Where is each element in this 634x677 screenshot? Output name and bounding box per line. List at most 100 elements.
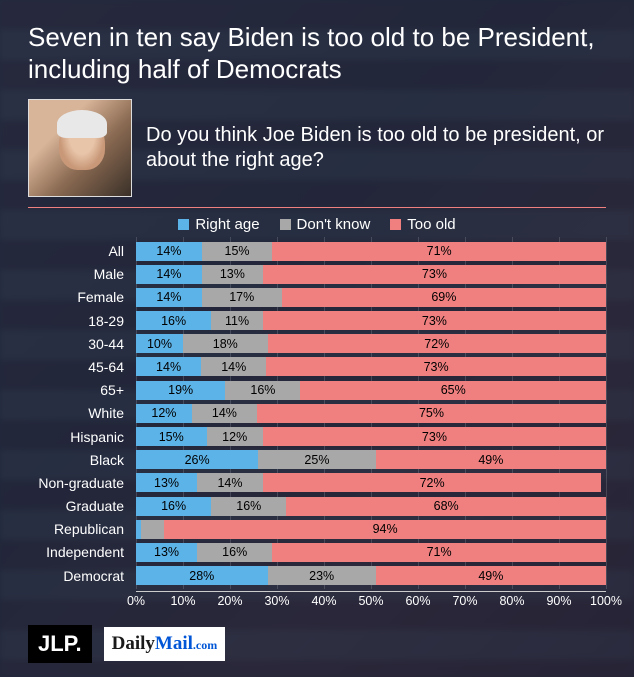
bar-segment-right-age: 14%: [136, 288, 202, 307]
axis-line: [136, 591, 606, 592]
bar-segment-dont-know: 14%: [197, 473, 263, 492]
row-label: Democrat: [28, 568, 130, 584]
bar-segment-too-old: 73%: [263, 427, 606, 446]
bar-segment-too-old: 73%: [263, 311, 606, 330]
bar-stack: 13%14%72%: [136, 473, 606, 492]
bar-segment-right-age: 12%: [136, 404, 192, 423]
biden-photo: [28, 99, 132, 197]
bar-segment-too-old: 75%: [257, 404, 606, 423]
bar-segment-right-age: 26%: [136, 450, 258, 469]
bar-segment-too-old: 72%: [268, 334, 606, 353]
bar-segment-too-old: 71%: [272, 242, 606, 261]
row-label: White: [28, 405, 130, 421]
chart-row: Non-graduate13%14%72%: [136, 471, 606, 494]
bar-stack: 26%25%49%: [136, 450, 606, 469]
jlp-logo: JLP.: [28, 625, 92, 663]
chart-row: 45-6414%14%73%: [136, 355, 606, 378]
axis-tick-label: 60%: [405, 594, 430, 608]
chart-row: Graduate16%16%68%: [136, 495, 606, 518]
bar-stack: 13%16%71%: [136, 543, 606, 562]
axis-tick-label: 40%: [311, 594, 336, 608]
bar-segment-dont-know: 14%: [192, 404, 257, 423]
chart-row: Independent13%16%71%: [136, 541, 606, 564]
bar-stack: 16%16%68%: [136, 497, 606, 516]
row-label: 18-29: [28, 313, 130, 329]
bar-segment-too-old: 49%: [376, 566, 606, 585]
bar-segment-right-age: 16%: [136, 311, 211, 330]
bar-segment-too-old: 68%: [286, 497, 606, 516]
bar-segment-right-age: 13%: [136, 543, 197, 562]
chart-row: Male14%13%73%: [136, 263, 606, 286]
bar-stack: 94%: [136, 520, 606, 539]
bar-segment-dont-know: 16%: [197, 543, 272, 562]
legend-label-dont-know: Don't know: [297, 216, 371, 233]
bar-segment-too-old: 94%: [164, 520, 606, 539]
bar-segment-dont-know: 25%: [258, 450, 376, 469]
bar-segment-too-old: 49%: [376, 450, 606, 469]
chart-plot-area: All14%15%71%Male14%13%73%Female14%17%69%…: [136, 239, 606, 587]
bar-segment-right-age: 13%: [136, 473, 197, 492]
bar-segment-right-age: 10%: [136, 334, 183, 353]
chart-x-axis: 0%10%20%30%40%50%60%70%80%90%100%: [136, 591, 606, 611]
chart-row: All14%15%71%: [136, 239, 606, 262]
chart-row: 18-2916%11%73%: [136, 309, 606, 332]
bar-stack: 19%16%65%: [136, 381, 606, 400]
bar-stack: 28%23%49%: [136, 566, 606, 585]
bar-segment-dont-know: 12%: [207, 427, 263, 446]
survey-question: Do you think Joe Biden is too old to be …: [146, 123, 606, 174]
bar-stack: 15%12%73%: [136, 427, 606, 446]
legend-label-right-age: Right age: [195, 216, 259, 233]
header-row: Do you think Joe Biden is too old to be …: [28, 99, 606, 197]
bar-stack: 16%11%73%: [136, 311, 606, 330]
axis-tick-label: 20%: [217, 594, 242, 608]
bar-segment-too-old: 69%: [282, 288, 606, 307]
row-label: Non-graduate: [28, 475, 130, 491]
bar-segment-too-old: 65%: [300, 381, 606, 400]
bar-segment-dont-know: 23%: [268, 566, 376, 585]
legend-swatch-too-old: [390, 219, 401, 230]
axis-tick-label: 80%: [499, 594, 524, 608]
headline-title: Seven in ten say Biden is too old to be …: [28, 22, 606, 85]
bar-segment-dont-know: 16%: [211, 497, 286, 516]
chart-row: White12%14%75%: [136, 402, 606, 425]
bar-stack: 12%14%75%: [136, 404, 606, 423]
bar-segment-dont-know: 17%: [202, 288, 282, 307]
axis-tick-label: 10%: [170, 594, 195, 608]
row-label: 65+: [28, 382, 130, 398]
axis-tick-label: 100%: [590, 594, 622, 608]
legend-label-too-old: Too old: [407, 216, 455, 233]
chart-row: Female14%17%69%: [136, 286, 606, 309]
chart-row: Hispanic15%12%73%: [136, 425, 606, 448]
bar-stack: 14%15%71%: [136, 242, 606, 261]
axis-tick-label: 90%: [546, 594, 571, 608]
infographic-container: Seven in ten say Biden is too old to be …: [0, 0, 634, 677]
bar-segment-right-age: 14%: [136, 357, 201, 376]
legend-swatch-right-age: [178, 219, 189, 230]
row-label: Male: [28, 266, 130, 282]
row-label: Female: [28, 289, 130, 305]
chart-legend: Right age Don't know Too old: [28, 216, 606, 233]
legend-right-age: Right age: [178, 216, 259, 233]
chart-row: Republican94%: [136, 518, 606, 541]
bar-stack: 10%18%72%: [136, 334, 606, 353]
bar-segment-dont-know: 13%: [202, 265, 263, 284]
bar-segment-too-old: 71%: [272, 543, 606, 562]
row-label: All: [28, 243, 130, 259]
bar-stack: 14%17%69%: [136, 288, 606, 307]
bar-segment-right-age: 16%: [136, 497, 211, 516]
bar-segment-dont-know: 14%: [201, 357, 266, 376]
row-label: 30-44: [28, 336, 130, 352]
row-label: Black: [28, 452, 130, 468]
bar-segment-dont-know: 11%: [211, 311, 263, 330]
bar-stack: 14%14%73%: [136, 357, 606, 376]
bar-segment-too-old: 73%: [266, 357, 606, 376]
bar-segment-right-age: 19%: [136, 381, 225, 400]
dailymail-daily: Daily: [112, 633, 155, 655]
axis-tick-label: 70%: [452, 594, 477, 608]
logos-row: JLP. Daily Mail .com: [28, 625, 225, 663]
dailymail-mail: Mail: [155, 633, 193, 655]
bar-segment-right-age: 14%: [136, 265, 202, 284]
chart-row: Black26%25%49%: [136, 448, 606, 471]
divider-line: [28, 207, 606, 208]
bar-segment-too-old: 72%: [263, 473, 601, 492]
